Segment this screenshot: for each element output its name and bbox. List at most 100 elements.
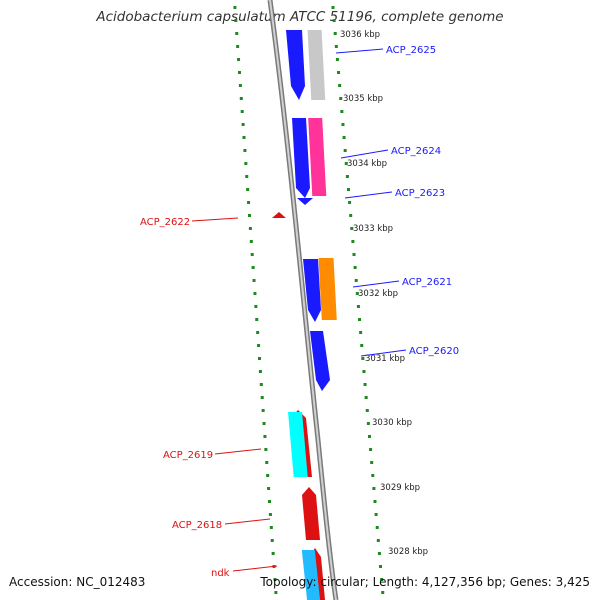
gc-skew-mark [242,136,246,139]
gc-skew-mark [235,32,239,35]
label-ACP_2621[interactable]: ACP_2621 [402,277,452,288]
gc-skew-mark [258,370,262,373]
gc-skew-mark [381,591,385,594]
gc-skew-mark [377,552,381,555]
gc-skew-mark [352,253,356,256]
gc-skew-mark [268,500,271,503]
gc-skew-mark [245,175,249,178]
label-ACP_2622[interactable]: ACP_2622 [140,217,190,228]
gc-skew-mark [271,552,275,555]
gc-skew-mark [254,305,258,308]
gc-skew-mark [250,253,254,256]
leader-ACP_2619 [214,448,262,455]
cog-block-ACP_2625 [307,30,326,100]
topology-summary: Topology: circular; Length: 4,127,356 bp… [260,575,590,589]
tick-label-3035: 3035 kbp [343,94,383,104]
gc-skew-mark [363,383,367,386]
cog-block-ACP_2624 [308,118,327,196]
gc-skew-mark [239,97,243,100]
gc-skew-mark [370,461,374,464]
gc-skew-mark [332,19,336,22]
label-ACP_2625[interactable]: ACP_2625 [386,45,436,56]
gc-skew-mark [274,591,278,594]
gc-skew-mark [365,409,369,412]
leader-ACP_2622 [191,217,239,222]
reverse-cog-track [288,412,321,600]
tick-label-3036: 3036 kbp [340,30,380,40]
gc-skew-mark [380,578,384,581]
kbp-tick-labels: 3036 kbp 3035 kbp 3034 kbp 3033 kbp 3032… [340,30,428,557]
gc-skew-mark [257,344,261,347]
tick-label-3029: 3029 kbp [380,483,420,493]
gc-skew-mark [331,6,335,9]
gc-skew-mark [367,435,371,438]
gc-skew-mark [255,318,259,321]
leader-ACP_2623 [344,191,393,199]
gc-skew-mark [362,370,366,373]
gene-ACP_2622[interactable] [272,212,286,218]
gc-skew-outer-trace [331,6,385,594]
leader-ACP_2618 [224,518,271,525]
forward-strand-genes [286,30,330,391]
gc-skew-mark [248,227,252,230]
gc-skew-mark [244,162,248,165]
gc-skew-mark [373,500,377,503]
gc-skew-mark [338,84,342,87]
map-title: Acidobacterium capsulatum ATCC 51196, co… [96,9,504,25]
gene-ACP_2621[interactable] [303,259,321,322]
tick-label-3034: 3034 kbp [347,159,387,169]
gc-skew-mark [253,292,257,295]
gc-skew-mark [257,357,261,360]
gc-skew-mark [369,448,373,451]
tick-label-3030: 3030 kbp [372,418,412,428]
gc-skew-mark [348,201,352,204]
label-ACP_2618[interactable]: ACP_2618 [172,520,222,531]
label-ACP_2620[interactable]: ACP_2620 [409,346,459,357]
gc-skew-mark [374,513,378,516]
label-ACP_2624[interactable]: ACP_2624 [391,146,441,157]
gene-ACP_2624[interactable] [292,118,310,198]
label-ndk[interactable]: ndk [211,568,230,579]
gc-skew-mark [237,71,241,74]
gc-skew-mark [246,188,250,191]
genome-backbone [267,0,339,600]
gc-skew-mark [340,110,344,113]
gc-skew-mark [376,539,380,542]
gc-skew-mark [262,422,266,425]
gc-skew-mark [237,58,241,61]
gc-skew-mark [333,32,337,35]
gc-skew-mark [233,6,237,9]
gene-ACP_2623[interactable] [297,198,313,205]
gc-skew-mark [249,240,253,243]
tick-label-3031: 3031 kbp [365,354,405,364]
gc-skew-mark [356,305,360,308]
gc-skew-mark [270,539,274,542]
gc-skew-mark [251,266,255,269]
gc-skew-inner-trace [233,6,278,594]
gc-skew-mark [247,214,251,217]
gc-skew-mark [346,188,350,191]
gc-skew-mark [343,149,347,152]
gc-skew-mark [236,45,240,48]
gc-skew-mark [351,240,355,243]
gene-ACP_2620[interactable] [310,331,330,391]
label-ACP_2623[interactable]: ACP_2623 [395,188,445,199]
gc-skew-mark [366,422,370,425]
leader-ACP_2625 [335,48,384,54]
gc-skew-mark [375,526,379,529]
gc-skew-mark [359,331,363,334]
cog-block-ACP_2621 [318,258,337,320]
gene-ACP_2625[interactable] [286,30,305,100]
gc-skew-mark [337,71,341,74]
label-ACP_2619[interactable]: ACP_2619 [163,450,213,461]
gc-skew-mark [260,396,264,399]
gc-skew-mark [355,292,359,295]
gene-ACP_2618[interactable] [302,487,320,540]
gc-skew-mark [344,162,348,165]
gc-skew-mark [234,19,238,22]
gc-skew-mark [243,149,247,152]
accession-text: Accession: NC_012483 [9,575,146,589]
tick-label-3032: 3032 kbp [358,289,398,299]
